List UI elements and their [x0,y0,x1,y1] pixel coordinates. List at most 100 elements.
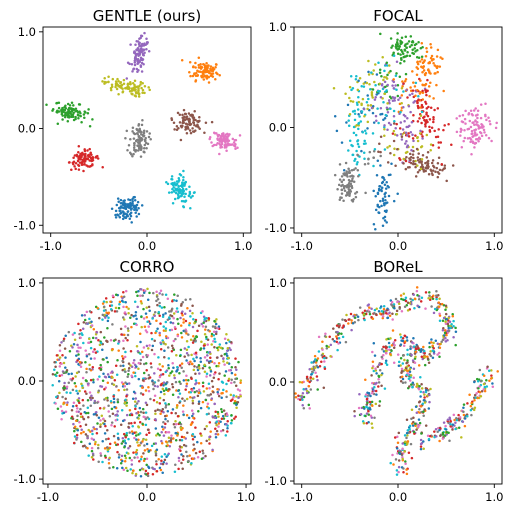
data-point [431,356,435,360]
data-point [103,336,106,339]
data-point [305,391,309,395]
data-point [185,339,189,343]
y-tick-label: 0.0 [18,122,36,136]
data-point [54,365,57,368]
data-point [58,344,62,347]
data-point [71,346,74,349]
data-point [201,381,205,384]
data-point [61,353,64,357]
data-point [191,457,195,461]
data-point [80,314,84,317]
data-point [308,380,311,384]
data-point [127,373,130,376]
data-point [435,83,438,87]
data-point [121,459,124,463]
data-point [470,112,474,116]
data-point [58,356,62,359]
data-point [377,309,381,313]
data-point [393,133,397,136]
data-point [86,406,90,410]
data-point [367,303,371,306]
data-point [353,410,356,413]
data-point [106,340,109,343]
data-point [182,205,185,208]
data-point [139,340,142,344]
data-point [174,431,178,435]
data-point [138,135,141,139]
data-point [347,124,351,128]
data-point [413,352,417,355]
data-point [133,400,137,403]
data-point [130,463,134,466]
data-point [83,110,86,113]
data-point [359,413,363,416]
data-point [452,336,455,339]
data-point [82,321,86,324]
data-point [429,106,433,110]
data-point [377,121,380,125]
data-point [204,121,208,124]
data-point [386,316,390,320]
data-point [368,150,372,154]
data-point [159,468,163,472]
data-point [159,348,163,351]
data-point [126,339,129,342]
data-point [406,150,409,154]
data-point [174,337,177,341]
data-point [188,123,192,127]
data-point [107,410,110,413]
data-point [189,315,192,318]
data-point [419,300,423,303]
data-point [388,345,391,349]
data-point [145,433,148,437]
data-point [138,332,142,336]
data-point [419,129,422,133]
data-point [384,349,388,352]
data-point [113,425,116,428]
data-point [125,431,129,435]
data-point [203,356,207,359]
data-point [121,419,125,423]
data-point [197,400,201,403]
data-point [184,388,187,391]
data-point [337,342,340,345]
data-point [229,393,233,397]
data-point [119,205,123,209]
data-point [375,372,378,375]
data-point [385,363,389,367]
data-point [89,378,93,382]
data-point [239,381,242,384]
data-point [169,310,173,313]
data-point [399,333,402,336]
data-point [400,297,403,301]
data-point [219,429,223,433]
data-point [172,437,175,440]
data-point [103,313,106,317]
data-point [139,294,142,298]
data-point [416,158,420,162]
data-point [365,412,369,415]
data-point [309,388,313,391]
data-point [166,419,170,423]
data-point [61,118,64,121]
data-point [213,373,216,376]
data-point [160,306,164,309]
data-point [350,180,354,183]
data-point [134,434,138,437]
data-point [217,422,221,425]
data-point [179,138,183,142]
data-point [407,135,411,138]
data-point [389,123,393,126]
data-point [417,401,421,404]
data-point [82,169,85,173]
data-point [172,312,176,315]
data-point [396,353,400,356]
data-point [140,288,143,291]
data-point [174,380,178,384]
data-point [209,430,212,433]
data-point [315,364,318,368]
data-point [470,152,473,156]
y-tick-label: 0.0 [269,375,287,389]
data-point [424,390,428,394]
data-point [154,412,157,415]
